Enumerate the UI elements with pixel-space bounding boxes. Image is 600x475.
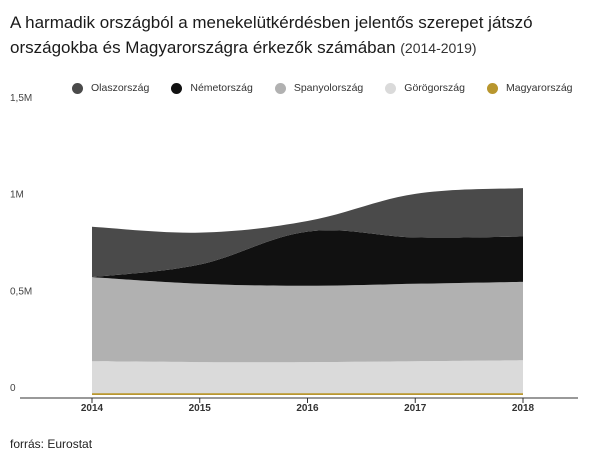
x-tick-label: 2018	[512, 403, 535, 414]
area-magyarorszag	[92, 393, 523, 395]
y-tick-label: 0	[10, 383, 16, 394]
legend-swatch	[486, 82, 498, 94]
x-tick-label: 2015	[189, 403, 212, 414]
chart-title-main: A harmadik országból a menekelütkérdésbe…	[10, 13, 533, 57]
chart-title: A harmadik országból a menekelütkérdésbe…	[10, 10, 595, 61]
legend-label: Olaszország	[91, 82, 150, 94]
legend-label: Spanyolország	[293, 82, 364, 94]
legend-item: Olaszország	[72, 82, 149, 94]
source-note: forrás: Eurostat	[10, 437, 93, 451]
y-tick-label: 1,5M	[10, 93, 32, 104]
area-spanyolorszag	[92, 277, 523, 363]
legend-item: Görögország	[385, 82, 465, 94]
legend-item: Magyarország	[486, 82, 573, 94]
legend-item: Németország	[171, 82, 253, 94]
legend-swatch	[72, 82, 83, 94]
x-tick-label: 2014	[81, 403, 104, 414]
legend-label: Németország	[190, 82, 253, 94]
area-olaszorszag	[92, 188, 523, 278]
legend-item: Spanyolország	[274, 82, 364, 94]
y-tick-label: 1M	[10, 190, 24, 201]
legend-label: Görögország	[404, 82, 465, 94]
x-tick-label: 2016	[296, 403, 319, 414]
x-tick-label: 2017	[404, 403, 427, 414]
chart-legend: Olaszország Németország Spanyolország Görög…	[72, 79, 595, 97]
area-gorogorszag	[92, 360, 523, 394]
y-tick-label: 0,5M	[10, 286, 32, 297]
area-nemetorszag	[92, 230, 523, 286]
legend-swatch	[274, 82, 286, 94]
chart-title-period: (2014-2019)	[400, 40, 477, 56]
legend-swatch	[171, 82, 183, 94]
legend-label: Magyarország	[505, 82, 573, 94]
legend-swatch	[385, 82, 397, 94]
